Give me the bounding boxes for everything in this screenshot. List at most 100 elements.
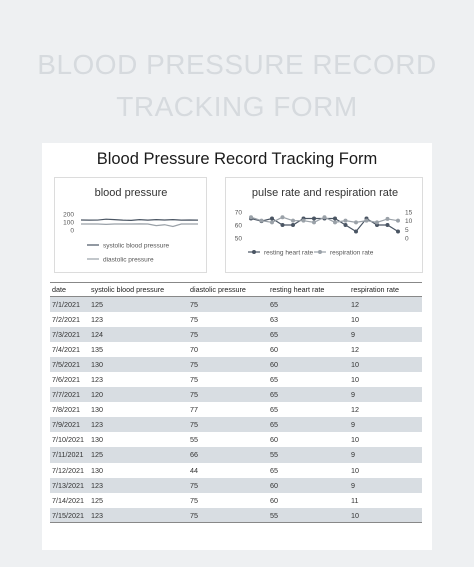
table-cell: 123 <box>89 417 188 433</box>
table-cell: 12 <box>349 402 422 418</box>
table-cell: 123 <box>89 477 188 493</box>
pulse-respiration-chart: pulse rate and respiration rate 70 60 50 151… <box>235 187 413 257</box>
chart-title: pulse rate and respiration rate <box>252 187 398 199</box>
table-cell: 65 <box>268 387 349 403</box>
data-point <box>364 218 369 223</box>
table-cell: 125 <box>89 492 188 508</box>
table-body: 7/1/2021 125 75 65 12 7/2/2021 123 75 63 10 7/3/20… <box>50 296 422 524</box>
table-cell: 60 <box>268 341 349 357</box>
y-tick-label-right: 5 <box>405 227 409 234</box>
data-point <box>270 220 274 225</box>
table-cell: 60 <box>268 432 349 448</box>
table-cell: 123 <box>89 371 188 388</box>
table-cell: 75 <box>188 356 268 372</box>
table-cell: 123 <box>89 507 188 524</box>
table-cell: 7/7/2021 <box>50 387 89 403</box>
table-cell: 65 <box>268 296 349 312</box>
table-cell: 7/11/2021 <box>50 447 89 463</box>
table-cell: 75 <box>188 371 268 388</box>
table-row: 7/10/2021 130 55 60 10 <box>50 432 422 448</box>
hero-title-line2: TRACKING FORM <box>116 91 358 122</box>
chart-title: blood pressure <box>95 187 168 199</box>
table-cell: 125 <box>89 296 188 312</box>
table-cell: 60 <box>268 477 349 493</box>
legend-label: respiration rate <box>330 250 374 257</box>
table-cell: 63 <box>268 311 349 327</box>
data-point <box>385 216 390 221</box>
y-tick-label-left: 70 <box>235 210 243 217</box>
table-cell: 7/9/2021 <box>50 417 89 433</box>
table-row: 7/8/2021 130 77 65 12 <box>50 402 422 418</box>
data-point <box>259 218 264 223</box>
table-cell: 10 <box>349 462 422 478</box>
y-tick-label-right: 10 <box>405 218 413 225</box>
table-row: 7/3/2021 124 75 65 9 <box>50 326 422 342</box>
data-point <box>343 218 348 223</box>
data-point <box>280 215 285 220</box>
table-cell: 7/10/2021 <box>50 432 89 448</box>
table-cell: 55 <box>268 447 349 463</box>
table-row: 7/9/2021 123 75 65 9 <box>50 417 422 433</box>
table-cell: 55 <box>268 507 349 524</box>
table-cell: 10 <box>349 507 422 524</box>
legend-label: systolic blood pressure <box>103 243 169 250</box>
table-cell: 75 <box>188 492 268 508</box>
table-cell: 65 <box>268 371 349 388</box>
table-cell: 7/5/2021 <box>50 356 89 372</box>
legend-marker <box>252 250 256 254</box>
table-cell: 55 <box>188 432 268 448</box>
column-header: resting heart rate <box>268 282 349 297</box>
table-cell: 70 <box>188 341 268 357</box>
data-point <box>333 216 337 221</box>
hero-title-line1: BLOOD PRESSURE RECORD <box>37 49 437 80</box>
table-row: 7/15/2021 123 75 55 10 <box>50 507 422 524</box>
table-cell: 65 <box>268 417 349 433</box>
data-point <box>396 229 400 234</box>
data-point <box>343 223 348 227</box>
table-cell: 65 <box>268 402 349 418</box>
data-point <box>291 218 295 223</box>
table-cell: 60 <box>268 492 349 508</box>
table-cell: 7/15/2021 <box>50 507 89 524</box>
table-cell: 7/14/2021 <box>50 492 89 508</box>
table-cell: 75 <box>188 296 268 312</box>
y-tick-label-left: 60 <box>235 223 243 230</box>
data-point <box>385 223 390 227</box>
table-cell: 9 <box>349 387 422 403</box>
table-cell: 123 <box>89 311 188 327</box>
y-tick-label: 200 <box>63 212 74 219</box>
table-row: 7/11/2021 125 66 55 9 <box>50 447 422 463</box>
table-cell: 9 <box>349 477 422 493</box>
document-title: Blood Pressure Record Tracking Form <box>96 150 378 168</box>
table-cell: 75 <box>188 507 268 524</box>
pulse-respiration-chart-panel: pulse rate and respiration rate 70 60 50 15 1… <box>225 177 423 273</box>
table-row: 7/13/2021 123 75 60 9 <box>50 477 422 493</box>
table-cell: 7/4/2021 <box>50 341 89 357</box>
table-cell: 135 <box>89 341 188 357</box>
data-point <box>249 215 253 220</box>
table-cell: 7/8/2021 <box>50 402 89 418</box>
table-row: 7/5/2021 130 75 60 10 <box>50 356 422 372</box>
y-tick-label: 100 <box>63 220 74 227</box>
y-tick-label: 0 <box>70 228 74 235</box>
data-point <box>312 220 316 225</box>
table-cell: 130 <box>89 462 188 478</box>
y-tick-label-right: 15 <box>405 210 413 217</box>
hero-title: BLOOD PRESSURE RECORD TRACKING FORM <box>0 44 474 128</box>
series-line <box>80 218 199 222</box>
column-header: diastolic pressure <box>188 282 268 297</box>
table-cell: 65 <box>268 462 349 478</box>
table-row: 7/7/2021 120 75 65 9 <box>50 387 422 403</box>
table-cell: 44 <box>188 462 268 478</box>
data-point <box>280 223 285 227</box>
table-cell: 130 <box>89 402 188 418</box>
table-cell: 9 <box>349 447 422 463</box>
table-cell: 130 <box>89 432 188 448</box>
table-cell: 12 <box>349 296 422 312</box>
y-tick-label-left: 50 <box>235 236 243 243</box>
table-cell: 75 <box>188 326 268 342</box>
legend-label: resting heart rate <box>264 250 314 257</box>
table-cell: 65 <box>268 326 349 342</box>
data-point <box>301 218 306 223</box>
